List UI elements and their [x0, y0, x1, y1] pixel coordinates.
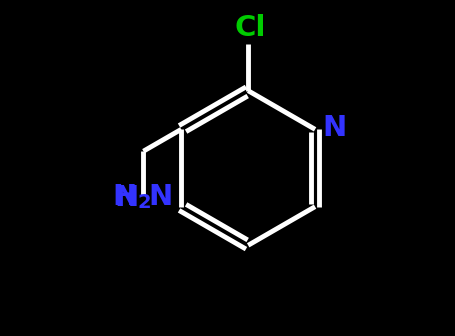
- Text: N: N: [114, 184, 138, 212]
- Text: 2: 2: [136, 193, 150, 212]
- Text: Cl: Cl: [233, 14, 265, 42]
- Text: N: N: [322, 114, 346, 142]
- Text: H: H: [112, 182, 136, 211]
- Text: N: N: [148, 182, 172, 211]
